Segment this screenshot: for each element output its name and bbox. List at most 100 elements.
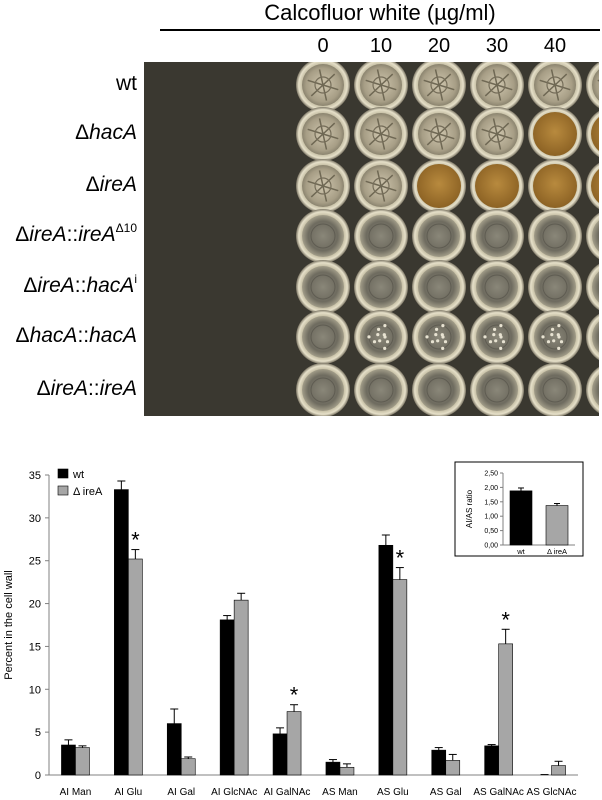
plate-well bbox=[296, 159, 350, 213]
concentration-label: 0 bbox=[317, 35, 329, 57]
y-tick-label: 25 bbox=[29, 556, 41, 568]
bar bbox=[114, 489, 129, 776]
plate-well bbox=[354, 310, 408, 364]
plate-well bbox=[354, 159, 408, 213]
strain-label: ΔireA::hacAi bbox=[23, 272, 137, 297]
plate-well bbox=[470, 209, 524, 263]
plate-well bbox=[586, 366, 599, 414]
x-tick-label: AI GlcNAc bbox=[211, 787, 257, 798]
legend-swatch bbox=[57, 485, 69, 496]
bar bbox=[431, 749, 447, 776]
plate-well bbox=[412, 209, 466, 263]
strain-label: ΔireA bbox=[85, 173, 137, 196]
title-rule bbox=[160, 29, 600, 31]
bar bbox=[378, 544, 394, 776]
bar bbox=[325, 761, 341, 776]
bar bbox=[219, 619, 235, 776]
y-tick-label: 0 bbox=[35, 770, 41, 782]
plate-well bbox=[470, 310, 524, 364]
concentration-label: 20 bbox=[427, 35, 451, 57]
bar bbox=[286, 711, 302, 776]
y-axis-label: Percent in the cell wall bbox=[3, 570, 15, 679]
significance-star: * bbox=[290, 683, 299, 708]
inset-bar bbox=[545, 505, 569, 546]
plate-well bbox=[586, 62, 599, 109]
bar bbox=[272, 733, 288, 776]
plate-well bbox=[528, 310, 582, 364]
plate-well bbox=[470, 260, 524, 314]
concentration-label: 40 bbox=[543, 35, 567, 57]
plate-well bbox=[528, 62, 582, 112]
plate-well bbox=[354, 107, 408, 161]
concentration-label: 10 bbox=[369, 35, 393, 57]
inset-y-tick-label: 1,50 bbox=[484, 499, 498, 506]
plate-well bbox=[354, 260, 408, 314]
legend-label: wt bbox=[72, 469, 84, 481]
plate-well bbox=[412, 260, 466, 314]
bar bbox=[166, 723, 182, 776]
plate-well bbox=[296, 310, 350, 364]
plate-well bbox=[470, 62, 524, 112]
plate-well bbox=[412, 159, 466, 213]
plate-well bbox=[586, 313, 599, 361]
bar bbox=[75, 747, 90, 776]
inset-y-tick-label: 2,00 bbox=[484, 485, 498, 492]
plate-well bbox=[412, 107, 466, 161]
plate-well bbox=[528, 107, 582, 161]
y-tick-label: 15 bbox=[29, 641, 41, 653]
significance-star: * bbox=[501, 607, 510, 632]
plate-well bbox=[354, 209, 408, 263]
cell-wall-chart: 0 5 10 15 20 25 30 35 Percent in the cell wall AI… bbox=[3, 461, 584, 798]
inset-y-tick-label: 1,00 bbox=[484, 514, 498, 521]
x-tick-label: AI Man bbox=[60, 787, 92, 798]
plate-well bbox=[296, 209, 350, 263]
inset-y-tick-label: 0,00 bbox=[484, 543, 498, 550]
inset-bar bbox=[509, 490, 533, 546]
significance-star: * bbox=[396, 546, 405, 571]
x-tick-label: AS Glu bbox=[377, 787, 409, 798]
plate-well bbox=[296, 260, 350, 314]
inset-y-tick-label: 2,50 bbox=[484, 471, 498, 478]
inset-chart: 0,00 0,50 1,00 1,50 2,00 2,50 AI/AS ratio wt Δ i… bbox=[454, 461, 584, 557]
x-tick-label: AS GalNAc bbox=[473, 787, 524, 798]
x-tick-label: AS Gal bbox=[430, 787, 462, 798]
plate-well bbox=[586, 263, 599, 311]
inset-x-tick-label: wt bbox=[516, 547, 525, 556]
y-tick-label: 5 bbox=[35, 727, 41, 739]
inset-y-tick-label: 0,50 bbox=[484, 528, 498, 535]
bar bbox=[498, 643, 513, 776]
inset-y-axis-label: AI/AS ratio bbox=[465, 489, 474, 528]
plate-well bbox=[528, 363, 582, 416]
bar bbox=[339, 766, 355, 776]
y-tick-label: 35 bbox=[29, 470, 41, 482]
y-tick-label: 10 bbox=[29, 684, 41, 696]
plate-well bbox=[470, 159, 524, 213]
strain-label: ΔireA::ireA bbox=[36, 377, 137, 400]
plate-well bbox=[528, 159, 582, 213]
strain-label: wt bbox=[116, 72, 137, 95]
plate-well bbox=[470, 363, 524, 416]
plate-well bbox=[354, 363, 408, 416]
plate-well bbox=[296, 363, 350, 416]
bar bbox=[180, 758, 196, 776]
plate-well bbox=[412, 363, 466, 416]
bar bbox=[551, 765, 566, 776]
plate-well bbox=[354, 62, 408, 112]
concentration-label: 30 bbox=[485, 35, 509, 57]
bar bbox=[392, 579, 408, 776]
x-tick-label: AI Glu bbox=[114, 787, 142, 798]
plate-well bbox=[412, 62, 466, 112]
plate-well bbox=[412, 310, 466, 364]
y-tick-label: 30 bbox=[29, 513, 41, 525]
plate-well bbox=[586, 110, 599, 158]
concentration-label: 50 bbox=[593, 35, 602, 58]
x-tick-label: AI GalNAc bbox=[264, 787, 311, 798]
strain-label: ΔhacA bbox=[75, 121, 137, 144]
plate-well bbox=[296, 62, 350, 112]
significance-star: * bbox=[131, 528, 140, 553]
plate-well bbox=[586, 212, 599, 260]
x-tick-label: AI Gal bbox=[167, 787, 195, 798]
bar bbox=[128, 558, 143, 776]
plate-well bbox=[528, 260, 582, 314]
plate-well bbox=[470, 107, 524, 161]
